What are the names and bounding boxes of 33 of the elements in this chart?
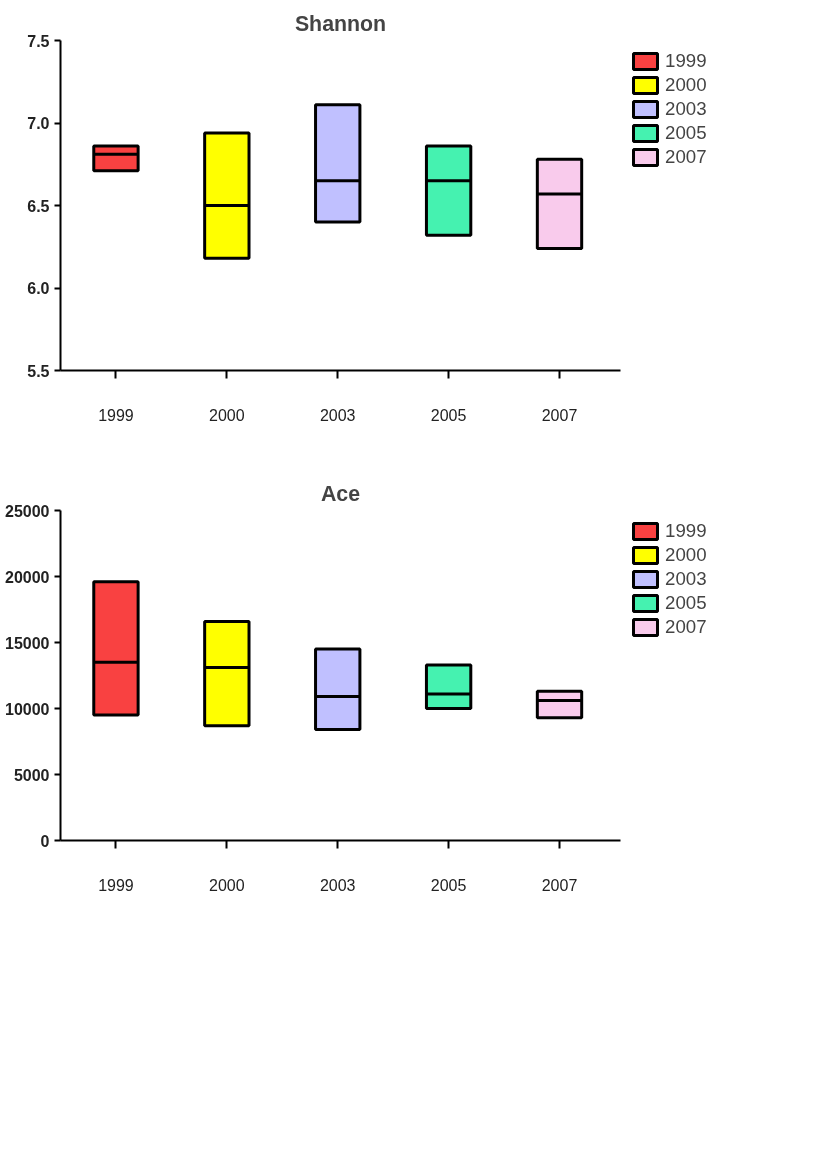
y-tick-label: 7.0: [27, 115, 50, 132]
legend-label: 2003: [665, 98, 707, 120]
x-tick-label: 2007: [541, 406, 578, 424]
legend-label: 1999: [665, 520, 707, 542]
legend-label: 2000: [665, 544, 707, 566]
y-tick-label: 10000: [5, 700, 50, 718]
x-tick-label: 2003: [319, 406, 356, 424]
y-tick-label: 5.5: [27, 362, 50, 380]
y-tick-label: 25000: [5, 502, 50, 520]
y-tick-label: 5000: [13, 766, 50, 784]
y-tick-label: 6.5: [27, 197, 50, 215]
x-tick-label: 2003: [319, 876, 356, 894]
legend-label: 2005: [665, 592, 707, 614]
x-tick-label: 1999: [98, 876, 134, 894]
x-tick-label: 1999: [98, 406, 134, 424]
y-tick-label: 7.5: [27, 32, 50, 50]
x-tick-label: 2007: [541, 876, 578, 894]
legend-label: 2000: [665, 74, 707, 96]
legend-label: 2003: [665, 568, 707, 590]
x-tick-label: 2000: [209, 876, 245, 894]
y-tick-label: 20000: [5, 568, 50, 586]
x-tick-label: 2005: [430, 876, 467, 894]
x-tick-label: 2000: [209, 406, 245, 424]
legend-label: 2007: [665, 616, 707, 638]
chart-title: Ace: [320, 481, 361, 506]
chart-title: Shannon: [294, 11, 387, 36]
y-tick-label: 0: [40, 832, 50, 850]
x-tick-label: 2005: [430, 406, 467, 424]
y-tick-label: 6.0: [27, 280, 50, 297]
legend-label: 2007: [665, 146, 707, 168]
y-tick-label: 15000: [5, 634, 50, 652]
legend-label: 1999: [665, 50, 707, 72]
legend-label: 2005: [665, 122, 707, 144]
